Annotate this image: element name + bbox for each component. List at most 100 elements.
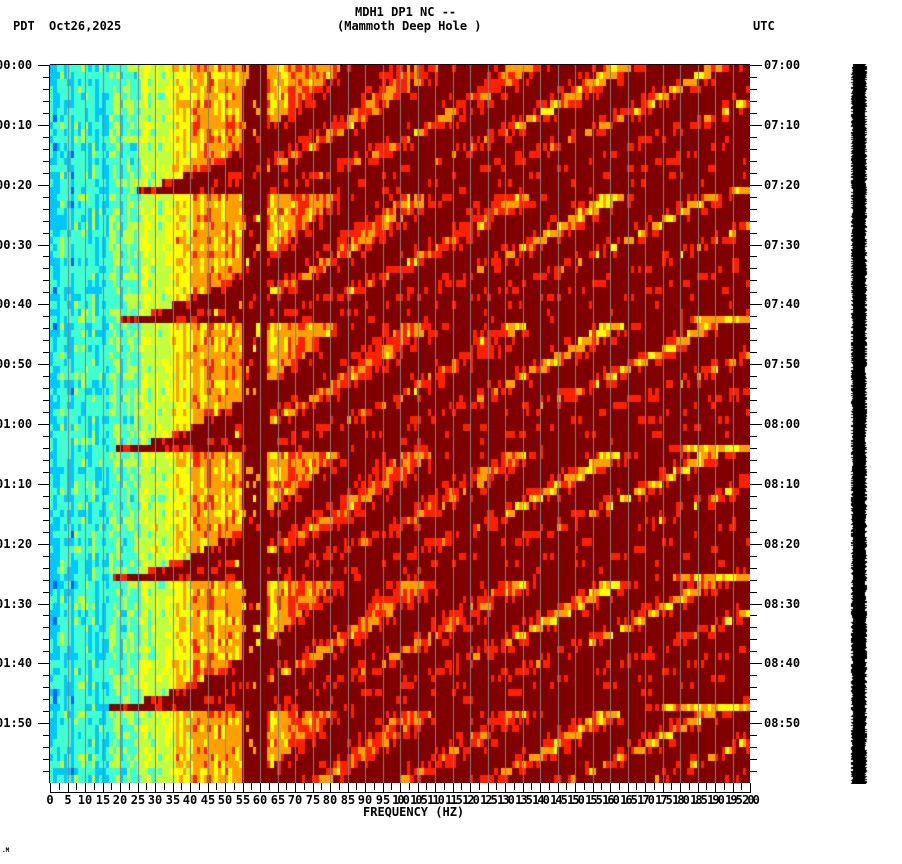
y-tick-left bbox=[38, 663, 50, 664]
y-tick-right bbox=[750, 580, 757, 581]
x-tick-label: 25 bbox=[130, 793, 146, 807]
y-tick-label-left: 00:30 bbox=[0, 238, 33, 252]
y-tick-left bbox=[43, 615, 50, 616]
y-tick-right bbox=[750, 568, 757, 569]
y-tick-label-right: 07:30 bbox=[764, 238, 801, 252]
x-tick bbox=[111, 783, 112, 790]
x-tick bbox=[76, 783, 77, 790]
x-tick bbox=[225, 783, 226, 793]
y-tick-right bbox=[750, 340, 757, 341]
y-tick-right bbox=[750, 221, 757, 222]
y-tick-right bbox=[750, 460, 757, 461]
y-axis-line bbox=[49, 65, 50, 783]
y-tick-left bbox=[38, 185, 50, 186]
y-tick-right bbox=[750, 687, 757, 688]
x-tick bbox=[426, 783, 427, 790]
y-tick-right bbox=[750, 292, 757, 293]
y-tick-left bbox=[43, 256, 50, 257]
x-tick-label: 105 bbox=[410, 793, 428, 807]
y-tick-left bbox=[38, 424, 50, 425]
x-tick bbox=[444, 783, 445, 790]
y-tick-left bbox=[38, 484, 50, 485]
y-tick-label-left: 01:20 bbox=[0, 537, 33, 551]
y-tick-right bbox=[750, 544, 762, 545]
y-tick-label-left: 01:50 bbox=[0, 716, 33, 730]
x-tick bbox=[750, 783, 751, 793]
x-tick-label: 200 bbox=[742, 793, 760, 807]
x-tick bbox=[173, 783, 174, 793]
y-tick-right bbox=[750, 484, 762, 485]
x-tick bbox=[374, 783, 375, 790]
y-tick-right bbox=[750, 723, 762, 724]
y-tick-right bbox=[750, 256, 757, 257]
y-tick-left bbox=[43, 197, 50, 198]
y-tick-left bbox=[38, 245, 50, 246]
y-tick-label-left: 01:40 bbox=[0, 656, 33, 670]
x-tick bbox=[155, 783, 156, 793]
x-tick-label: 135 bbox=[515, 793, 533, 807]
x-tick-label: 175 bbox=[655, 793, 673, 807]
x-tick bbox=[628, 783, 629, 793]
y-tick-right bbox=[750, 113, 757, 114]
x-tick-label: 5 bbox=[64, 793, 72, 807]
y-tick-label-right: 07:40 bbox=[764, 297, 801, 311]
x-tick-label: 20 bbox=[112, 793, 128, 807]
x-tick bbox=[584, 783, 585, 790]
y-tick-right bbox=[750, 472, 757, 473]
y-tick-left bbox=[43, 568, 50, 569]
y-tick-left bbox=[43, 735, 50, 736]
y-tick-right bbox=[750, 101, 757, 102]
x-tick bbox=[313, 783, 314, 793]
x-tick bbox=[286, 783, 287, 790]
x-tick bbox=[435, 783, 436, 793]
y-tick-right bbox=[750, 436, 757, 437]
x-tick-label: 60 bbox=[252, 793, 268, 807]
x-axis-line bbox=[50, 792, 750, 793]
y-tick-left bbox=[38, 65, 50, 66]
x-tick-label: 195 bbox=[725, 793, 743, 807]
x-tick bbox=[304, 783, 305, 790]
y-tick-left bbox=[38, 125, 50, 126]
x-tick bbox=[59, 783, 60, 790]
y-tick-label-right: 07:50 bbox=[764, 357, 801, 371]
x-tick bbox=[523, 783, 524, 793]
y-tick-left bbox=[38, 304, 50, 305]
x-tick bbox=[216, 783, 217, 790]
x-tick bbox=[181, 783, 182, 790]
y-tick-right bbox=[750, 448, 757, 449]
x-tick bbox=[85, 783, 86, 793]
x-tick bbox=[531, 783, 532, 790]
y-tick-label-left: 00:10 bbox=[0, 118, 33, 132]
y-tick-right bbox=[750, 532, 757, 533]
y-tick-label-left: 00:50 bbox=[0, 357, 33, 371]
y-tick-right bbox=[750, 149, 757, 150]
y-tick-right bbox=[750, 89, 757, 90]
x-tick bbox=[164, 783, 165, 790]
y-tick-right bbox=[750, 711, 757, 712]
y-tick-right bbox=[750, 65, 762, 66]
y-tick-left bbox=[43, 388, 50, 389]
y-tick-left bbox=[43, 268, 50, 269]
x-tick-label: 15 bbox=[95, 793, 111, 807]
y-tick-left bbox=[43, 436, 50, 437]
y-tick-right bbox=[750, 316, 757, 317]
x-tick bbox=[129, 783, 130, 790]
y-tick-right bbox=[750, 233, 757, 234]
y-tick-left bbox=[43, 651, 50, 652]
x-tick bbox=[479, 783, 480, 790]
y-tick-label-left: 01:10 bbox=[0, 477, 33, 491]
y-tick-left bbox=[43, 352, 50, 353]
x-tick-label: 75 bbox=[305, 793, 321, 807]
x-tick bbox=[400, 783, 401, 793]
y-tick-right bbox=[750, 376, 757, 377]
x-tick bbox=[575, 783, 576, 793]
y-tick-label-right: 07:00 bbox=[764, 58, 801, 72]
x-tick-label: 125 bbox=[480, 793, 498, 807]
y-tick-right bbox=[750, 412, 757, 413]
y-tick-left bbox=[43, 101, 50, 102]
x-tick-label: 55 bbox=[235, 793, 251, 807]
y-tick-left bbox=[43, 508, 50, 509]
x-axis-label: FREQUENCY (HZ) bbox=[363, 805, 465, 819]
x-tick bbox=[549, 783, 550, 790]
x-tick bbox=[339, 783, 340, 790]
